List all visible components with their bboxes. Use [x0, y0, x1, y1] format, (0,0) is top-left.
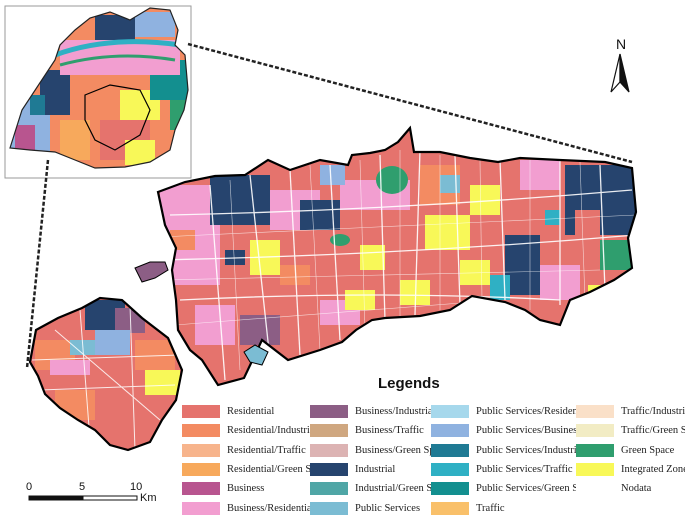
scale-unit-label: Km — [140, 492, 157, 504]
legend-swatch — [431, 405, 469, 418]
legend-label: Residential/Traffic — [227, 444, 306, 456]
legend-label: Public Services/Green Space — [476, 483, 598, 495]
legend-swatch — [182, 501, 220, 515]
legend-swatch — [576, 405, 614, 418]
legend-label: Industrial/Green Space — [355, 483, 452, 495]
legend-swatch — [182, 443, 220, 457]
legend-swatch — [431, 462, 469, 476]
legend-swatch — [576, 482, 614, 496]
legend-swatch — [182, 424, 220, 438]
north-label: N — [615, 36, 627, 52]
legend-swatch — [310, 405, 348, 418]
legend-label: Industrial — [355, 463, 396, 475]
connector-line-left — [25, 159, 50, 369]
legend-swatch — [576, 443, 614, 457]
legend-swatch — [310, 462, 348, 476]
legend-label: Public Services/Traffic — [476, 463, 573, 475]
legend-label: Business/Residential — [227, 502, 315, 514]
north-arrow-icon — [610, 53, 630, 93]
scale-tick-label: 5 — [79, 481, 86, 493]
legend-label: Public Services/Business — [476, 425, 582, 437]
legend-label: Residential — [227, 406, 275, 417]
legend-label: Public Services/Residential — [476, 406, 592, 417]
scale-tick-label: 0 — [26, 481, 33, 493]
legend-swatch — [431, 482, 469, 496]
legend-swatch — [182, 462, 220, 476]
main-district-map — [158, 128, 636, 385]
legend-swatch — [576, 462, 614, 476]
legend-label: Business/Traffic — [355, 425, 424, 437]
legend-swatch — [310, 482, 348, 496]
legend-label: Nodata — [621, 483, 652, 495]
legend-swatch — [431, 443, 469, 457]
scale-bar — [28, 495, 138, 501]
southwest-district-map — [30, 298, 182, 450]
legend-swatch — [182, 482, 220, 496]
legend-label: Traffic/Industrial — [621, 406, 685, 417]
legend-label: Traffic — [476, 502, 505, 514]
legend-swatch — [576, 424, 614, 438]
scale-tick-label: 10 — [130, 481, 143, 493]
legend-swatch — [431, 501, 469, 515]
legend-label: Business/Industrial — [355, 406, 436, 417]
legend-label: Business — [227, 483, 265, 495]
legend-label: Business/Green Space — [355, 444, 449, 456]
legend-swatch — [310, 424, 348, 438]
legend-label: Public Services/Industrial — [476, 444, 585, 456]
legend-label: Residential/Green Space — [227, 463, 331, 475]
legend-title: Legends — [378, 375, 440, 392]
legend-swatch — [182, 405, 220, 418]
legend-label: Green Space — [621, 444, 675, 456]
legend-label: Integrated Zones — [621, 463, 685, 475]
legend-label: Residential/Industrial — [227, 425, 318, 437]
legend-swatch — [310, 443, 348, 457]
legend-label: Public Services — [355, 502, 421, 514]
legend-swatch — [310, 501, 348, 515]
connector-line-top — [187, 42, 633, 164]
legend-label: Traffic/Green Space — [621, 425, 685, 437]
legend-swatch — [431, 424, 469, 438]
